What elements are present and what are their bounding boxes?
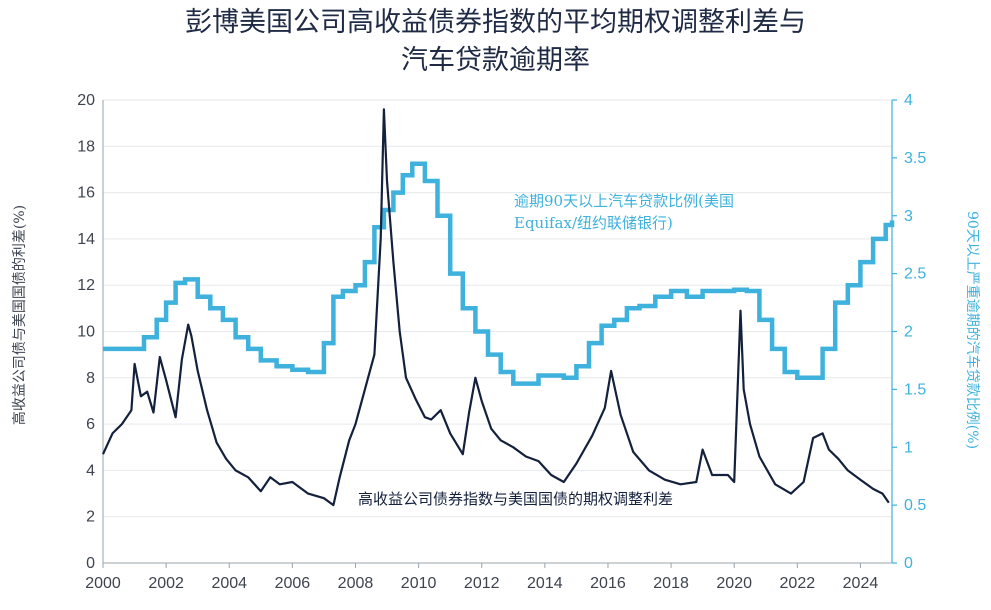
- y-axis-label-right: 90天以上严重逾期的汽车贷款比例(%): [964, 211, 981, 449]
- y-tick-right: 2.5: [904, 266, 926, 283]
- series-line-high-yield-spread: [101, 108, 890, 507]
- right-axis-ticks: 0 0.5 1 1.5 2 2.5 3 3.5 4: [892, 92, 926, 572]
- y-tick-left: 0: [86, 555, 95, 572]
- x-tick: 2016: [590, 575, 626, 592]
- y-tick-right: 1: [904, 439, 913, 456]
- y-tick-left: 18: [77, 138, 95, 155]
- x-tick: 2012: [464, 575, 500, 592]
- y-tick-right: 0.5: [904, 497, 926, 514]
- y-tick-right: 3.5: [904, 150, 926, 167]
- left-axis-ticks: 0 2 4 6 8 10 12 14 16 18 20: [77, 92, 95, 572]
- y-tick-left: 4: [86, 462, 95, 479]
- chart-title-line1: 彭博美国公司高收益债券指数的平均期权调整利差与: [185, 7, 806, 38]
- x-tick: 2006: [275, 575, 311, 592]
- x-tick: 2018: [653, 575, 689, 592]
- x-tick: 2024: [843, 575, 879, 592]
- y-tick-left: 16: [77, 185, 95, 202]
- y-tick-left: 14: [77, 231, 95, 248]
- x-tick: 2014: [527, 575, 563, 592]
- y-tick-left: 6: [86, 416, 95, 433]
- chart-title-line2: 汽车贷款逾期率: [401, 45, 590, 76]
- y-tick-left: 8: [86, 370, 95, 387]
- annotation-spread: 高收益公司债券指数与美国国债的期权调整利差: [358, 490, 673, 508]
- y-tick-right: 1.5: [904, 381, 926, 398]
- y-tick-right: 3: [904, 208, 913, 225]
- y-tick-left: 20: [77, 92, 95, 109]
- x-tick: 2002: [148, 575, 184, 592]
- x-tick: 2004: [211, 575, 247, 592]
- y-tick-left: 2: [86, 509, 95, 526]
- annotation-delinquency-line1: 逾期90天以上汽车贷款比例(美国: [514, 192, 734, 210]
- x-axis-ticks: 2000 2002 2004 2006 2008 2010 2012 2014 2016 2018…: [85, 563, 878, 592]
- y-tick-right: 4: [904, 92, 913, 109]
- y-tick-left: 10: [77, 324, 95, 341]
- x-tick: 2010: [401, 575, 437, 592]
- y-tick-right: 0: [904, 555, 913, 572]
- annotation-delinquency-line2: Equifax/纽约联储银行): [514, 214, 673, 232]
- series-line-auto-delinquency: [103, 161, 895, 386]
- x-tick: 2022: [780, 575, 816, 592]
- y-tick-right: 2: [904, 324, 913, 341]
- x-tick: 2008: [338, 575, 374, 592]
- y-tick-left: 12: [77, 277, 95, 294]
- y-axis-label-left: 高收益公司债与美国国债的利差(%): [11, 205, 28, 425]
- x-tick: 2000: [85, 575, 121, 592]
- x-tick: 2020: [716, 575, 752, 592]
